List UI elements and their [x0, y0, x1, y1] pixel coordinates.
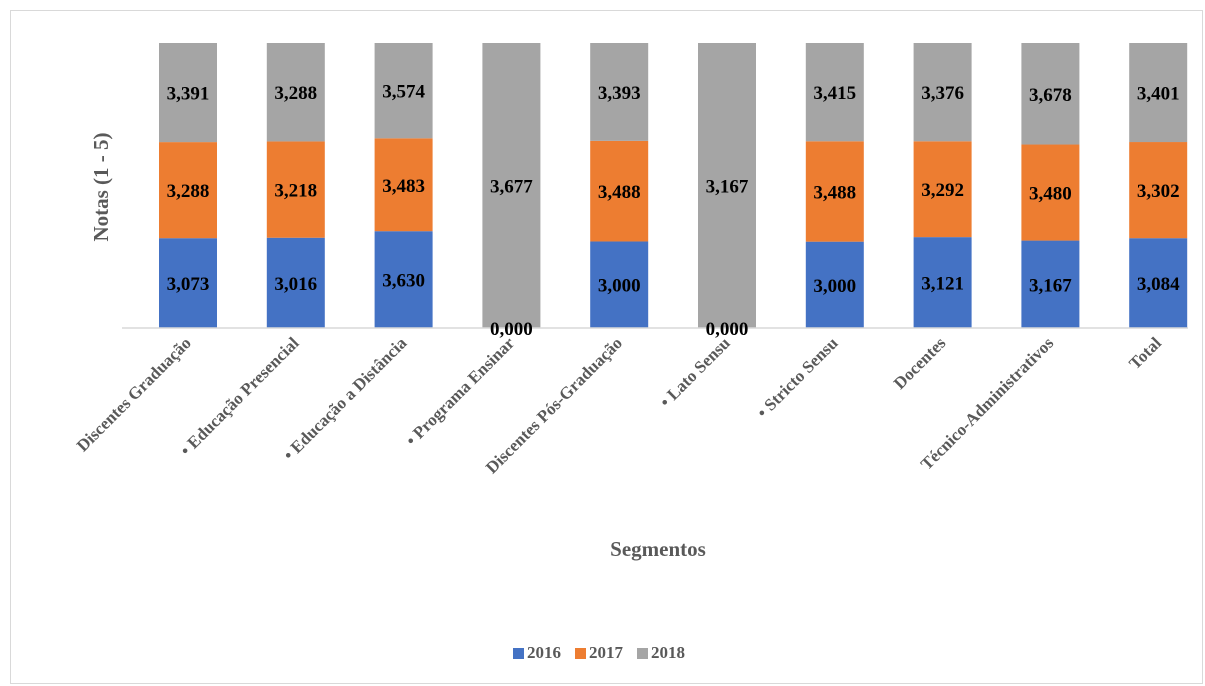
data-label-2018-2: 3,574 [382, 82, 425, 103]
legend-label-2017: 2017 [589, 643, 624, 662]
data-label-2017-4: 3,488 [598, 182, 641, 203]
category-label-1: • Educação Presencial [176, 333, 302, 459]
bar-2018-0 [159, 43, 217, 143]
data-label-2018-7: 3,376 [921, 83, 964, 104]
bar-2018-4 [590, 43, 649, 141]
bar-2017-6 [805, 141, 864, 242]
bar-2017-7 [913, 141, 972, 238]
bar-2017-4 [590, 140, 649, 242]
data-label-2017-2: 3,483 [382, 176, 425, 197]
legend-label-2016: 2016 [527, 643, 561, 662]
bar-2018-3 [482, 43, 541, 328]
data-label-2017-1: 3,218 [274, 181, 317, 202]
data-label-2017-6: 3,488 [813, 182, 856, 203]
bar-2016-8 [1021, 240, 1080, 328]
data-label-2016-6: 3,000 [813, 276, 856, 297]
bar-2016-2 [374, 231, 433, 328]
x-axis-title: Segmentos [610, 537, 706, 561]
data-label-2018-9: 3,401 [1137, 84, 1180, 105]
data-label-2016-7: 3,121 [921, 274, 964, 295]
y-axis-title: Notas (1 - 5) [89, 132, 113, 241]
data-label-2018-5: 3,167 [706, 177, 749, 198]
data-label-2018-8: 3,678 [1029, 85, 1072, 106]
data-label-2016-9: 3,084 [1137, 274, 1180, 295]
data-label-2016-5: 0,000 [706, 319, 749, 340]
category-label-0: Discentes Graduação [73, 333, 195, 455]
bar-2017-9 [1129, 142, 1188, 239]
bar-2018-9 [1129, 43, 1188, 143]
data-label-2016-3: 0,000 [490, 319, 533, 340]
category-labels-layer: Discentes Graduação• Educação Presencial… [73, 333, 1165, 477]
bar-2018-2 [374, 43, 433, 139]
data-label-2018-1: 3,288 [274, 83, 317, 104]
data-label-2016-0: 3,073 [167, 274, 210, 295]
bar-2016-7 [913, 237, 972, 328]
data-label-2018-3: 3,677 [490, 177, 533, 198]
bar-2016-4 [590, 241, 649, 328]
bar-2017-1 [266, 141, 325, 238]
category-label-5: • Lato Sensu [656, 333, 734, 411]
data-label-2017-7: 3,292 [921, 180, 964, 201]
data-label-2016-2: 3,630 [382, 271, 425, 292]
data-label-2017-0: 3,288 [167, 181, 210, 202]
bar-2018-7 [913, 43, 972, 142]
bar-2016-9 [1129, 238, 1188, 328]
bar-2018-8 [1021, 43, 1080, 145]
bar-2016-6 [805, 241, 864, 328]
data-label-2017-8: 3,480 [1029, 184, 1072, 205]
bar-2018-6 [805, 43, 864, 142]
category-label-2: • Educação a Distância [280, 333, 411, 464]
legend-swatch-2017 [575, 648, 586, 659]
category-label-7: Docentes [890, 333, 950, 393]
data-label-2016-8: 3,167 [1029, 275, 1072, 296]
legend-swatch-2016 [513, 648, 524, 659]
bar-2016-0 [159, 238, 217, 328]
bar-2017-0 [159, 142, 217, 239]
category-label-3: • Programa Ensinar [402, 333, 519, 450]
data-label-2018-4: 3,393 [598, 83, 641, 104]
data-label-2018-0: 3,391 [167, 84, 210, 105]
data-label-2017-9: 3,302 [1137, 181, 1180, 202]
legend-label-2018: 2018 [651, 643, 685, 662]
bar-2018-1 [266, 43, 325, 142]
data-label-2016-4: 3,000 [598, 276, 641, 297]
bar-2017-8 [1021, 144, 1080, 241]
bars-layer [159, 43, 1188, 328]
data-labels-layer: 3,073 3,288 3,391 3,016 3,218 3,288 3,630 3,483… [167, 82, 1180, 340]
legend: 2016 2017 2018 [513, 643, 685, 662]
category-label-9: Total [1125, 333, 1165, 373]
legend-swatch-2018 [637, 648, 648, 659]
bar-2016-1 [266, 237, 325, 328]
category-label-6: • Stricto Sensu [753, 333, 841, 421]
data-label-2018-6: 3,415 [813, 83, 856, 104]
bar-2018-5 [698, 43, 756, 328]
bar-2017-2 [374, 138, 433, 232]
data-label-2016-1: 3,016 [274, 274, 317, 295]
